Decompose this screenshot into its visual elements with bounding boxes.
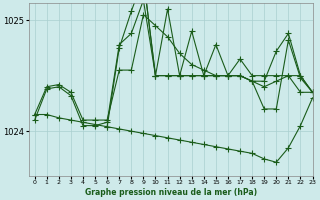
- X-axis label: Graphe pression niveau de la mer (hPa): Graphe pression niveau de la mer (hPa): [84, 188, 257, 197]
